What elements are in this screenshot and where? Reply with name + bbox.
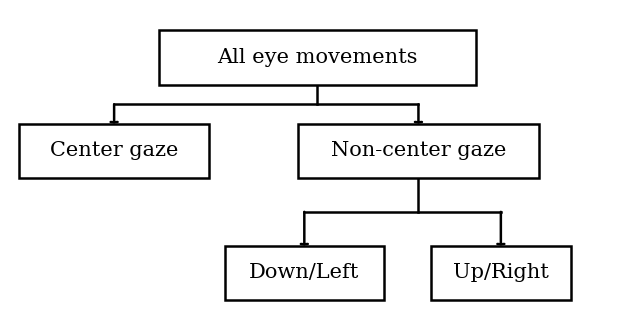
Text: Up/Right: Up/Right [453, 263, 549, 282]
Text: Center gaze: Center gaze [50, 141, 178, 160]
FancyBboxPatch shape [19, 124, 209, 178]
FancyBboxPatch shape [225, 246, 384, 300]
Text: Non-center gaze: Non-center gaze [331, 141, 506, 160]
Text: Down/Left: Down/Left [249, 263, 359, 282]
FancyBboxPatch shape [298, 124, 539, 178]
FancyBboxPatch shape [158, 30, 476, 85]
FancyBboxPatch shape [431, 246, 571, 300]
Text: All eye movements: All eye movements [217, 48, 417, 67]
